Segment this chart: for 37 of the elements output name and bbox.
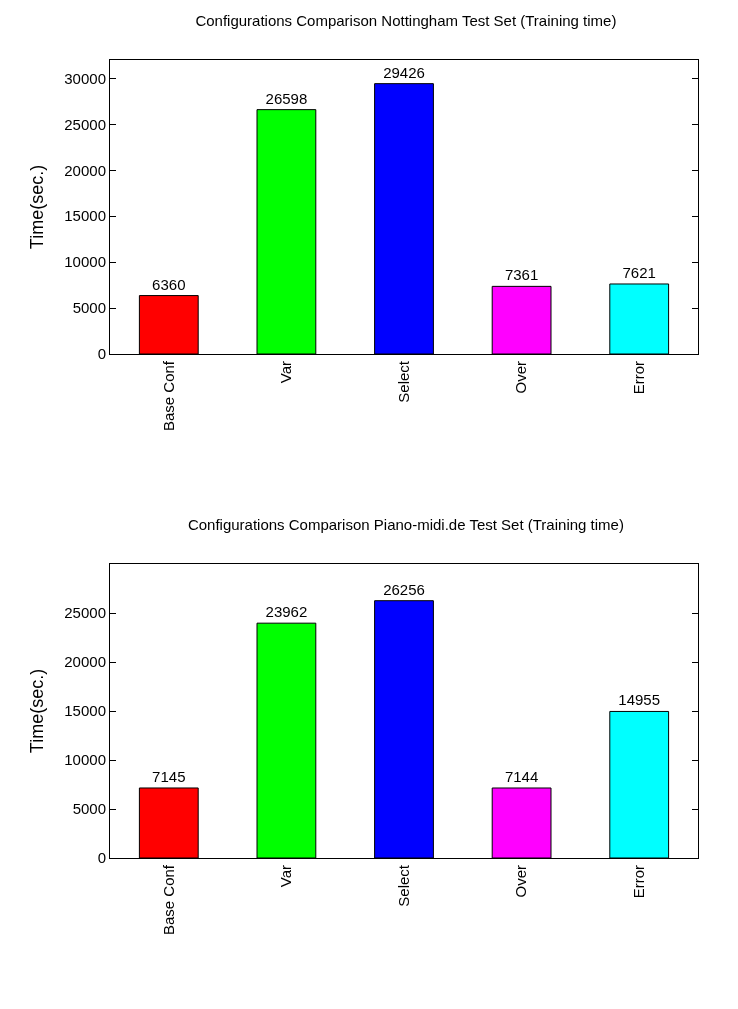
data-label: 23962	[265, 603, 308, 621]
y-tick-label: 25000	[64, 115, 106, 133]
x-tick-label: Base Conf	[159, 864, 177, 936]
data-label: 7145	[152, 767, 186, 785]
data-label: 29426	[383, 63, 425, 81]
x-tick-label: Base Conf	[159, 360, 177, 432]
y-tick-label: 0	[97, 345, 106, 363]
data-label: 7361	[504, 266, 539, 284]
y-tick-label: 5000	[72, 299, 106, 317]
x-tick-label: Over	[512, 865, 530, 898]
y-tick-label: 20000	[64, 653, 106, 671]
y-axis-title: Time(sec.)	[27, 164, 48, 250]
y-tick-label: 30000	[64, 69, 106, 87]
y-tick-label: 10000	[64, 253, 106, 271]
chart-title: Configurations Comparison Piano-midi.de Test Set (Training time)	[187, 515, 624, 533]
x-tick-label: Select	[394, 360, 412, 403]
y-tick-label: 0	[97, 849, 106, 867]
x-tick-label: Over	[512, 361, 530, 394]
y-tick-label: 20000	[64, 161, 106, 179]
data-label: 7621	[622, 263, 656, 281]
y-tick-label: 10000	[64, 751, 106, 769]
y-axis-title: Time(sec.)	[27, 668, 48, 754]
data-label: 7144	[504, 767, 539, 785]
y-tick-label: 5000	[72, 800, 106, 818]
data-label: 26598	[265, 89, 308, 107]
y-tick-label: 15000	[64, 207, 106, 225]
chart-title: Configurations Comparison Nottingham Test Set (Training time)	[195, 11, 617, 29]
x-tick-label: Error	[630, 865, 648, 899]
x-tick-label: Error	[630, 361, 648, 395]
data-label: 14955	[618, 691, 661, 709]
y-tick-label: 15000	[64, 702, 106, 720]
data-label: 26256	[383, 580, 425, 598]
x-tick-label: Var	[277, 361, 295, 384]
x-tick-label: Select	[394, 864, 412, 907]
data-label: 6360	[152, 275, 186, 293]
y-tick-label: 25000	[64, 604, 106, 622]
x-tick-label: Var	[277, 865, 295, 888]
